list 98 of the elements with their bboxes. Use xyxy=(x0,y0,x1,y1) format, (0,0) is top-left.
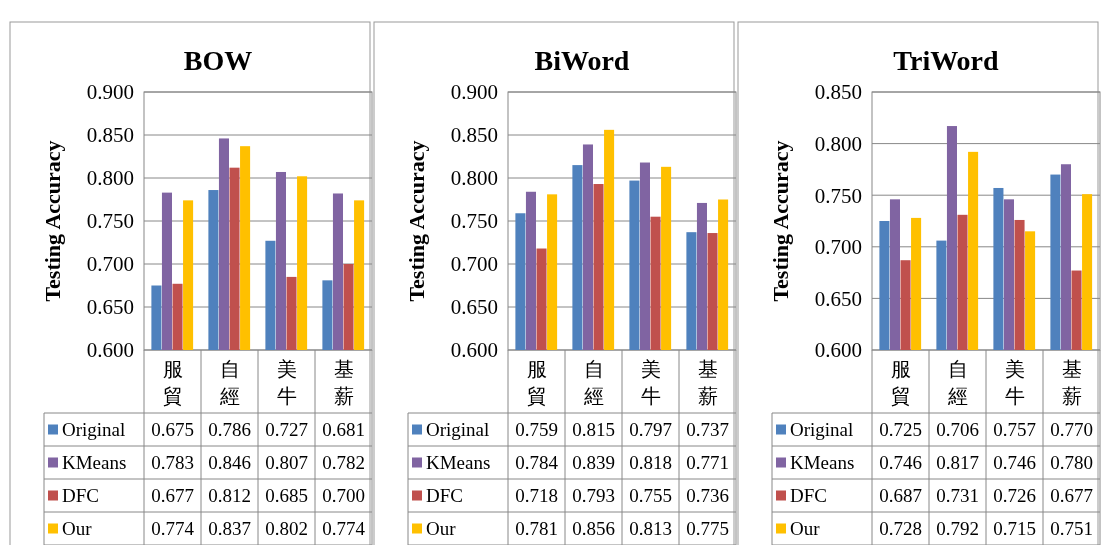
data-label: 0.706 xyxy=(936,419,979,441)
data-label: 0.759 xyxy=(515,419,558,441)
chart-title: BiWord xyxy=(534,45,630,76)
data-label: 0.802 xyxy=(265,518,308,540)
y-tick-label: 0.900 xyxy=(86,80,134,105)
data-label: 0.792 xyxy=(936,518,979,540)
data-label: 0.780 xyxy=(1050,452,1093,474)
data-label: 0.687 xyxy=(879,485,922,507)
y-tick-label: 0.750 xyxy=(814,183,862,208)
data-label: 0.677 xyxy=(151,485,194,507)
data-label: 0.793 xyxy=(572,485,615,507)
data-label: 0.818 xyxy=(629,452,672,474)
y-axis-title: Testing Accuracy xyxy=(768,140,793,302)
data-label: 0.786 xyxy=(208,419,251,441)
y-axis-title: Testing Accuracy xyxy=(40,140,65,302)
x-tick-label: 基薪 xyxy=(1061,358,1082,407)
legend-label: DFC xyxy=(790,485,827,507)
y-tick-label: 0.750 xyxy=(86,209,134,234)
data-label: 0.737 xyxy=(686,419,729,441)
legend-label: Our xyxy=(426,518,457,540)
y-tick-label: 0.600 xyxy=(86,338,134,363)
data-label: 0.784 xyxy=(515,452,559,474)
y-tick-label: 0.850 xyxy=(86,123,134,148)
y-tick-label: 0.650 xyxy=(450,295,498,320)
data-label: 0.775 xyxy=(686,518,729,540)
data-label: 0.782 xyxy=(322,452,365,474)
data-label: 0.774 xyxy=(322,518,366,540)
data-label: 0.757 xyxy=(993,419,1036,441)
data-label: 0.812 xyxy=(208,485,251,507)
x-tick-label: 美牛 xyxy=(1004,358,1025,407)
legend-label: DFC xyxy=(62,485,99,507)
data-label: 0.781 xyxy=(515,518,558,540)
chart-title: BOW xyxy=(183,45,253,76)
x-tick-label: 服貿 xyxy=(890,358,911,407)
legend-label: Original xyxy=(62,419,126,441)
y-tick-label: 0.600 xyxy=(814,338,862,363)
x-tick-label: 服貿 xyxy=(526,358,547,407)
data-label: 0.783 xyxy=(151,452,194,474)
data-label: 0.751 xyxy=(1050,518,1093,540)
data-label: 0.715 xyxy=(993,518,1036,540)
data-label: 0.731 xyxy=(936,485,979,507)
data-label: 0.718 xyxy=(515,485,558,507)
data-label: 0.746 xyxy=(879,452,922,474)
y-tick-label: 0.600 xyxy=(450,338,498,363)
legend-label: DFC xyxy=(426,485,463,507)
x-tick-label: 自經 xyxy=(946,358,968,407)
x-tick-label: 美牛 xyxy=(276,358,297,407)
data-label: 0.837 xyxy=(208,518,251,540)
x-tick-label: 服貿 xyxy=(162,358,183,407)
data-label: 0.736 xyxy=(686,485,729,507)
data-label: 0.846 xyxy=(208,452,251,474)
y-tick-label: 0.700 xyxy=(450,252,498,277)
data-label: 0.774 xyxy=(151,518,195,540)
data-label: 0.755 xyxy=(629,485,672,507)
y-tick-label: 0.700 xyxy=(814,235,862,260)
legend-label: Original xyxy=(790,419,854,441)
x-tick-label: 自經 xyxy=(582,358,604,407)
data-label: 0.813 xyxy=(629,518,672,540)
y-tick-label: 0.850 xyxy=(450,123,498,148)
data-label: 0.726 xyxy=(993,485,1036,507)
x-tick-label: 基薪 xyxy=(333,358,354,407)
legend-label: Our xyxy=(790,518,821,540)
data-label: 0.815 xyxy=(572,419,615,441)
x-tick-label: 美牛 xyxy=(640,358,661,407)
data-label: 0.797 xyxy=(629,419,672,441)
data-label: 0.856 xyxy=(572,518,615,540)
y-tick-label: 0.800 xyxy=(450,166,498,191)
legend-label: KMeans xyxy=(790,452,855,474)
x-tick-label: 基薪 xyxy=(697,358,718,407)
data-label: 0.725 xyxy=(879,419,922,441)
legend-label: KMeans xyxy=(62,452,127,474)
data-label: 0.807 xyxy=(265,452,308,474)
legend-label: Our xyxy=(62,518,93,540)
chart-title: TriWord xyxy=(893,45,1000,76)
data-label: 0.728 xyxy=(879,518,922,540)
data-label: 0.681 xyxy=(322,419,365,441)
y-tick-label: 0.800 xyxy=(814,131,862,156)
y-tick-label: 0.850 xyxy=(814,80,862,105)
y-tick-label: 0.900 xyxy=(450,80,498,105)
y-tick-label: 0.800 xyxy=(86,166,134,191)
legend-label: Original xyxy=(426,419,490,441)
data-label: 0.771 xyxy=(686,452,729,474)
data-label: 0.677 xyxy=(1050,485,1093,507)
data-label: 0.746 xyxy=(993,452,1036,474)
x-tick-label: 自經 xyxy=(218,358,240,407)
y-tick-label: 0.650 xyxy=(814,286,862,311)
data-label: 0.817 xyxy=(936,452,979,474)
data-label: 0.770 xyxy=(1050,419,1093,441)
legend-label: KMeans xyxy=(426,452,491,474)
y-tick-label: 0.700 xyxy=(86,252,134,277)
data-label: 0.700 xyxy=(322,485,365,507)
data-label: 0.727 xyxy=(265,419,308,441)
y-tick-label: 0.650 xyxy=(86,295,134,320)
data-label: 0.675 xyxy=(151,419,194,441)
data-label: 0.839 xyxy=(572,452,615,474)
y-axis-title: Testing Accuracy xyxy=(404,140,429,302)
y-tick-label: 0.750 xyxy=(450,209,498,234)
data-label: 0.685 xyxy=(265,485,308,507)
